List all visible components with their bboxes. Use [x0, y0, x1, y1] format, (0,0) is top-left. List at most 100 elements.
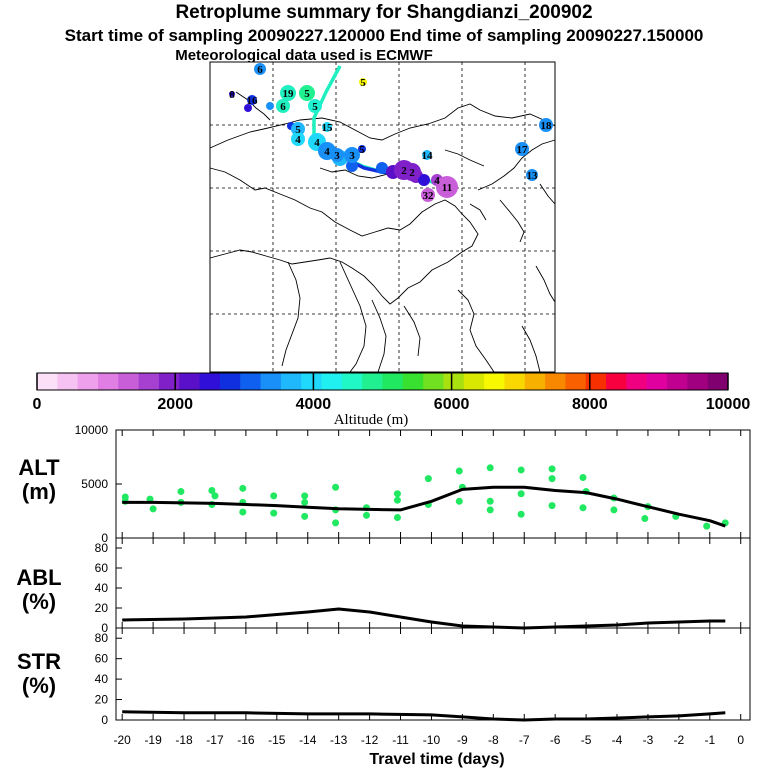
colorbar-tick-label: 10000	[706, 396, 751, 413]
colorbar-cells	[37, 373, 729, 390]
sampling-times: Start time of sampling 20090227.120000 E…	[64, 26, 704, 45]
colorbar-cell	[565, 373, 587, 390]
x-tick-label: -1	[704, 733, 715, 747]
alt-scatter-point	[579, 474, 587, 482]
y-tick-label: 40	[95, 672, 109, 686]
map-coastlines	[209, 91, 556, 373]
alt-scatter-point	[301, 492, 309, 500]
abl-panel-label: ABL (%)	[4, 566, 74, 614]
y-tick-label: 20	[95, 693, 109, 707]
alt-scatter-point	[486, 464, 494, 472]
plume-label: 2	[409, 167, 415, 179]
plume-label: 6	[280, 101, 286, 113]
colorbar-cell	[219, 373, 241, 390]
alt-scatter-point	[332, 519, 340, 527]
alt-scatter-point	[363, 511, 371, 519]
plume-marker	[436, 176, 458, 198]
plume-marker	[229, 91, 235, 97]
plume-marker	[291, 122, 305, 136]
plume-marker	[539, 118, 553, 132]
colorbar-cell	[97, 373, 119, 390]
plume-label: 4	[434, 175, 440, 187]
colorbar-cell	[280, 373, 302, 390]
panel-frame	[115, 537, 751, 629]
plume-label: 5	[360, 77, 366, 89]
plume-marker	[322, 122, 332, 132]
colorbar-cell	[179, 373, 201, 390]
altitude-colorbar: 0 2000 4000 6000 8000 10000 Altitude (m)	[33, 372, 751, 428]
colorbar-cell	[138, 373, 160, 390]
plume-label: 14	[422, 150, 434, 162]
alt-scatter-point	[146, 495, 154, 503]
plume-label: 17	[517, 144, 529, 156]
colorbar-cell	[260, 373, 282, 390]
plume-label: 19	[283, 88, 295, 100]
abl-label-unit: (%)	[21, 589, 57, 614]
colorbar-cell	[158, 373, 180, 390]
y-tick-label: 10000	[75, 423, 109, 437]
plume-label: 6	[257, 64, 263, 76]
plume-marker	[515, 142, 529, 156]
colorbar-cell	[504, 373, 526, 390]
plume-label: 11	[442, 182, 452, 194]
plume-marker	[299, 85, 315, 101]
x-tick-label: -12	[361, 733, 379, 747]
colorbar-cell	[57, 373, 79, 390]
alt-scatter-point	[239, 508, 247, 516]
colorbar-cell	[484, 373, 505, 390]
alt-scatter-point	[270, 492, 278, 500]
alt-scatter-point	[149, 505, 157, 513]
y-tick-label: 5000	[81, 477, 108, 491]
abl-label-title: ABL	[16, 565, 62, 590]
x-tick-label: -15	[268, 733, 286, 747]
plume-marker	[359, 78, 367, 86]
x-tick-label: -18	[175, 733, 193, 747]
colorbar-cell	[402, 373, 424, 390]
y-tick-label: 0	[101, 531, 108, 545]
alt-scatter-point	[239, 484, 247, 492]
colorbar-cell	[199, 373, 221, 390]
alt-scatter-point	[301, 498, 309, 506]
alt-scatter-point	[211, 492, 219, 500]
alt-scatter-point	[579, 504, 587, 512]
plume-label: 13	[527, 170, 539, 182]
x-tick-label: -11	[392, 733, 409, 747]
plume-marker	[421, 188, 435, 202]
x-tick-label: -14	[299, 733, 317, 747]
y-tick-label: 40	[95, 581, 109, 595]
plume-cluster-markers	[229, 63, 553, 202]
alt-scatter-point	[610, 506, 618, 514]
plume-label: 3	[349, 150, 355, 162]
x-tick-label: -17	[206, 733, 224, 747]
y-tick-label: 60	[95, 652, 109, 666]
abl-series-line	[122, 607, 726, 630]
x-tick-label: -7	[519, 733, 530, 747]
alt-scatter-point	[393, 496, 401, 504]
plume-label: 4	[324, 146, 330, 158]
plume-marker	[422, 150, 432, 160]
alt-scatter-point	[486, 506, 494, 514]
alt-label-title: ALT	[18, 455, 60, 480]
alt-scatter-point	[703, 522, 711, 530]
colorbar-cell	[321, 373, 343, 390]
plume-label: 16	[247, 95, 259, 107]
alt-label-unit: (m)	[21, 479, 57, 504]
plume-marker	[376, 162, 388, 174]
plume-marker	[358, 145, 366, 153]
x-tick-label: -2	[674, 733, 685, 747]
alt-scatter-point	[208, 486, 216, 494]
x-tick-label: 0	[737, 733, 744, 747]
alt-scatter-point	[548, 465, 556, 473]
plume-marker	[308, 99, 322, 113]
colorbar-cell	[545, 373, 566, 390]
colorbar-cell	[301, 373, 323, 390]
plume-marker	[403, 163, 421, 181]
plume-marker	[254, 63, 266, 75]
alt-scatter-point	[301, 512, 309, 520]
str-panel-label: STR (%)	[4, 650, 74, 698]
alt-scatter-point	[393, 490, 401, 498]
plume-marker	[344, 147, 360, 163]
colorbar-cell	[626, 373, 648, 390]
